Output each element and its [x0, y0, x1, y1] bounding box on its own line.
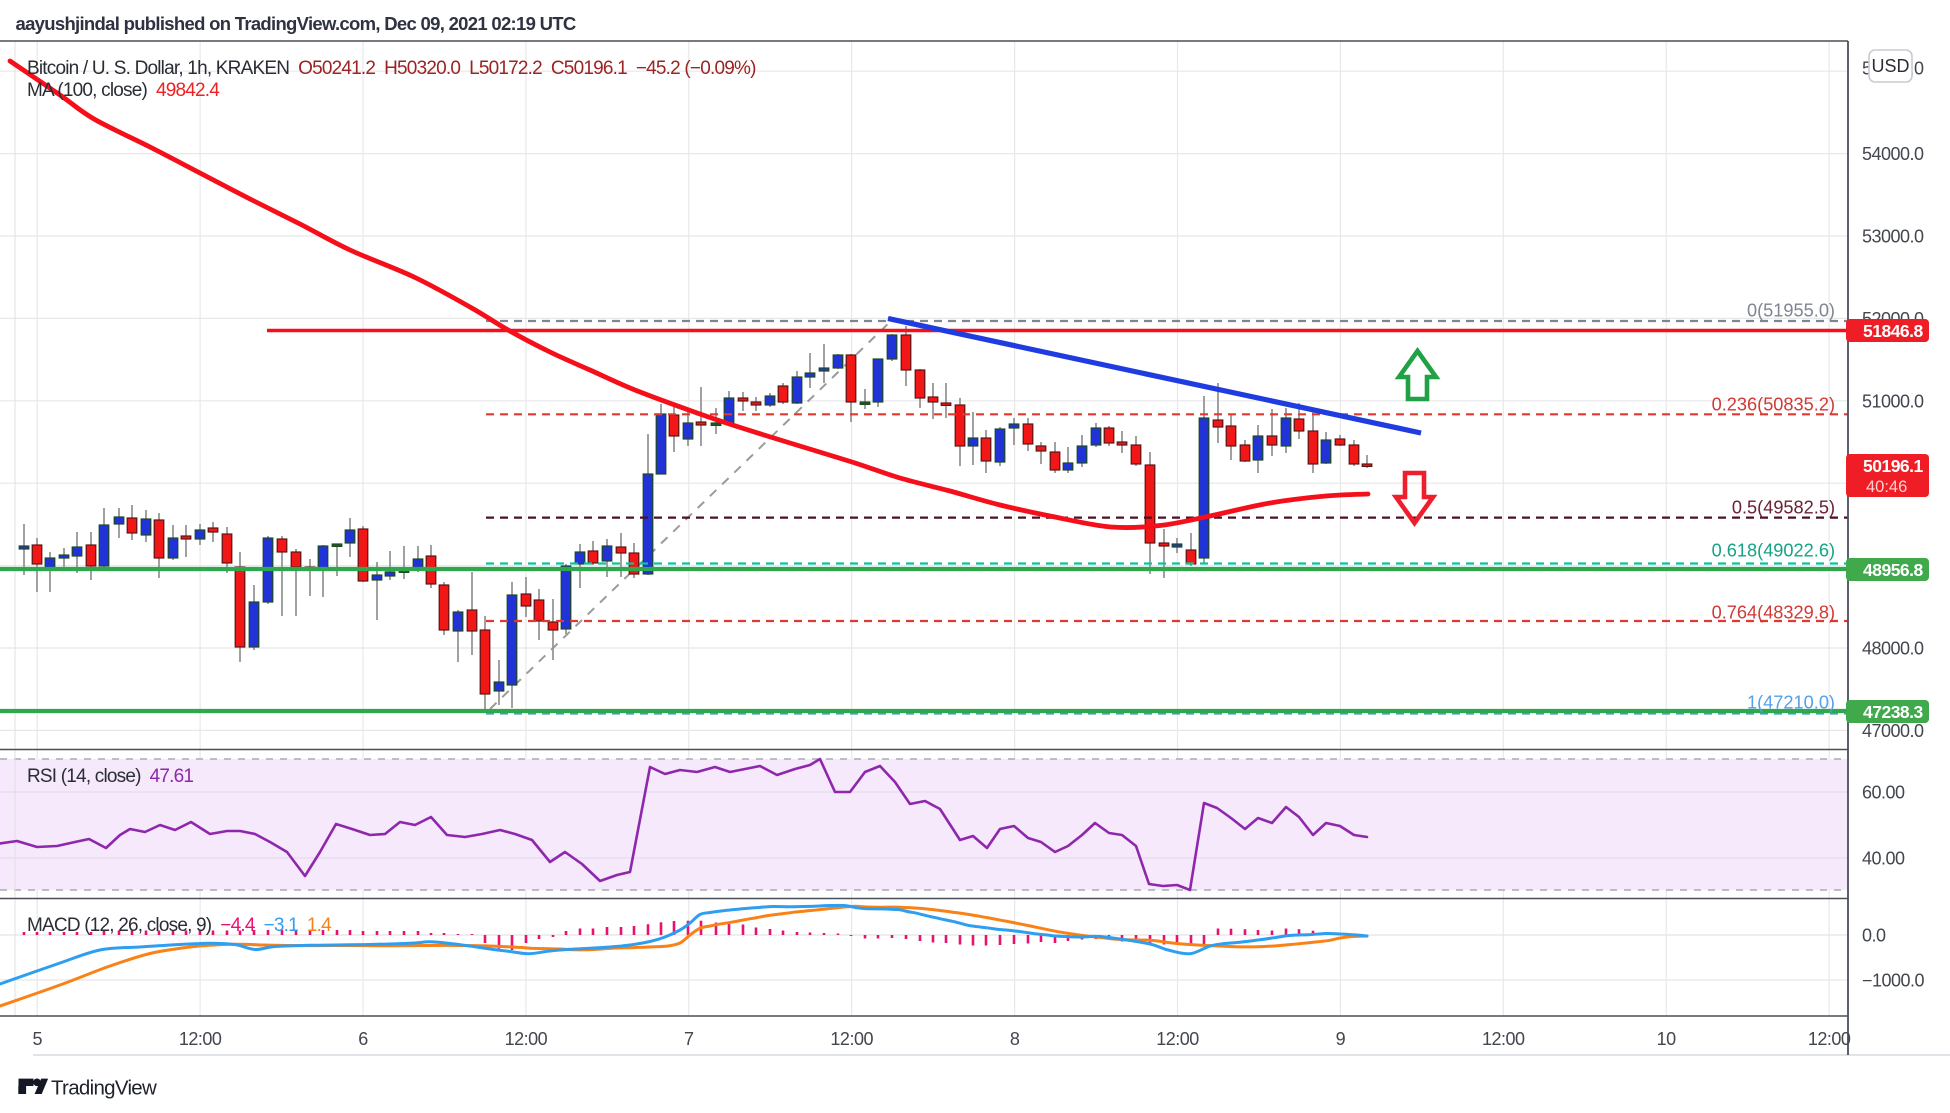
svg-text:0(51955.0): 0(51955.0): [1747, 301, 1835, 321]
svg-text:40:46: 40:46: [1866, 478, 1907, 496]
svg-text:0.236(50835.2): 0.236(50835.2): [1712, 395, 1835, 415]
svg-text:51000.0: 51000.0: [1862, 391, 1924, 411]
svg-text:RSI (14, close) 47.61: RSI (14, close) 47.61: [27, 766, 193, 787]
svg-text:12:00: 12:00: [505, 1029, 548, 1049]
svg-text:50196.1: 50196.1: [1863, 456, 1924, 476]
svg-text:TradingView: TradingView: [51, 1077, 157, 1100]
svg-text:0.618(49022.6): 0.618(49022.6): [1712, 541, 1835, 561]
svg-text:10: 10: [1657, 1029, 1677, 1049]
svg-text:1(47210.0): 1(47210.0): [1747, 693, 1835, 713]
svg-text:47000.0: 47000.0: [1862, 721, 1924, 741]
svg-text:0.764(48329.8): 0.764(48329.8): [1712, 603, 1835, 623]
svg-text:12:00: 12:00: [179, 1029, 222, 1049]
svg-text:8: 8: [1010, 1029, 1020, 1049]
svg-text:48000.0: 48000.0: [1862, 639, 1924, 659]
svg-text:12:00: 12:00: [1156, 1029, 1199, 1049]
svg-text:12:00: 12:00: [830, 1029, 873, 1049]
svg-text:48956.8: 48956.8: [1863, 560, 1924, 580]
svg-text:12:00: 12:00: [1808, 1029, 1851, 1049]
svg-text:51846.8: 51846.8: [1863, 321, 1924, 341]
svg-text:Bitcoin / U. S. Dollar, 1h, KR: Bitcoin / U. S. Dollar, 1h, KRAKEN O5024…: [27, 58, 756, 79]
svg-text:MA (100, close) 49842.4: MA (100, close) 49842.4: [27, 80, 220, 101]
svg-text:6: 6: [358, 1029, 368, 1049]
svg-text:0.0: 0.0: [1862, 925, 1886, 945]
svg-text:0.5(49582.5): 0.5(49582.5): [1732, 498, 1835, 518]
svg-text:47238.3: 47238.3: [1863, 702, 1924, 722]
svg-text:40.00: 40.00: [1862, 849, 1905, 869]
svg-text:−1000.0: −1000.0: [1862, 971, 1925, 991]
svg-text:9: 9: [1336, 1029, 1346, 1049]
svg-text:7: 7: [684, 1029, 694, 1049]
svg-text:54000.0: 54000.0: [1862, 144, 1924, 164]
svg-text:53000.0: 53000.0: [1862, 227, 1924, 247]
svg-text:12:00: 12:00: [1482, 1029, 1525, 1049]
svg-text:5: 5: [32, 1029, 42, 1049]
svg-text:USD: USD: [1871, 56, 1909, 76]
svg-text:aayushjindal published on Trad: aayushjindal published on TradingView.co…: [16, 13, 576, 34]
svg-text:60.00: 60.00: [1862, 783, 1905, 803]
svg-text:MACD (12, 26, close, 9) −4.4: MACD (12, 26, close, 9) −4.4 −3.1 1.4: [27, 915, 332, 936]
